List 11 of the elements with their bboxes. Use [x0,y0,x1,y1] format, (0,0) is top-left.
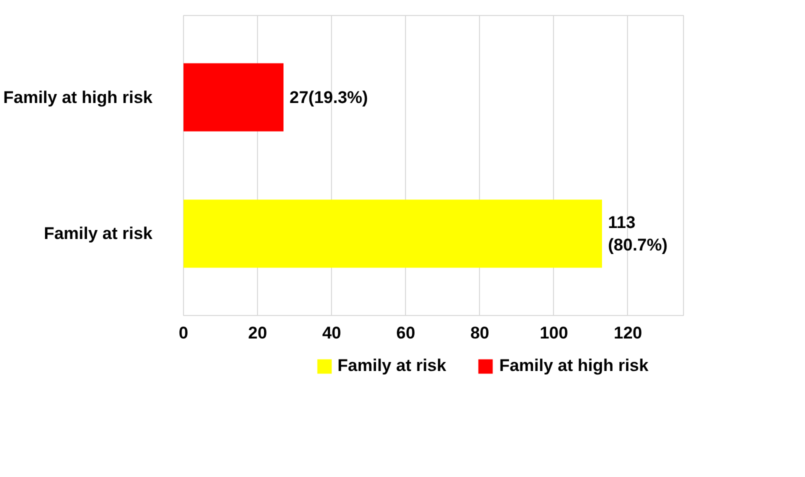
x-tick-label: 120 [614,324,642,342]
data-label: 113 (80.7%) [608,212,668,255]
x-tick-label: 100 [540,324,568,342]
x-tick-label: 40 [322,324,342,342]
x-tick-label: 60 [396,324,416,342]
x-tick-label: 0 [178,324,188,342]
x-tick-label: 80 [470,324,490,342]
legend-label: Family at risk [338,356,446,376]
data-label: 27(19.3%) [290,88,368,107]
x-tick-label: 20 [248,324,268,342]
legend-label: Family at high risk [499,356,648,376]
